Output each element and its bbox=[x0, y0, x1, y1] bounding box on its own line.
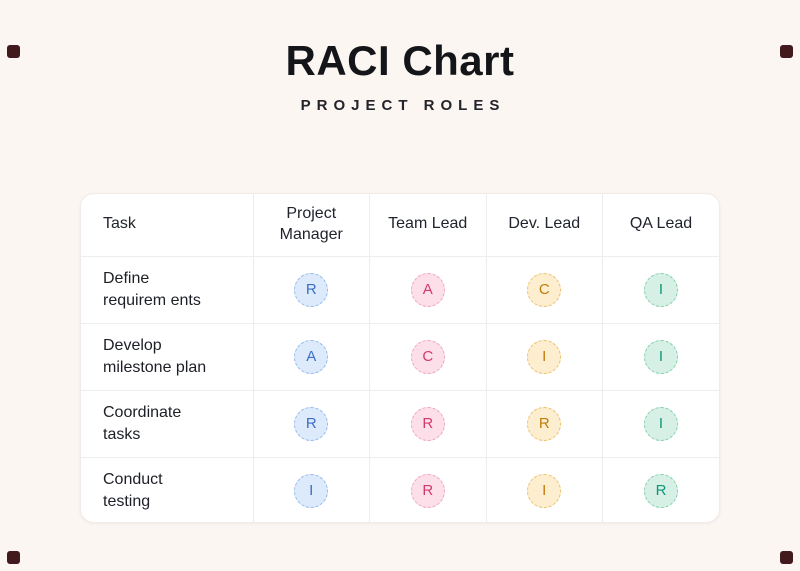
raci-cell: R bbox=[486, 390, 603, 458]
raci-badge: C bbox=[527, 272, 562, 307]
corner-mark-bottom-left bbox=[7, 551, 20, 564]
raci-cell: R bbox=[253, 390, 370, 458]
raci-cell: A bbox=[369, 256, 487, 324]
raci-badge: I bbox=[644, 406, 678, 441]
raci-badge: I bbox=[527, 339, 562, 374]
raci-cell: I bbox=[602, 390, 719, 458]
raci-cell: R bbox=[369, 457, 487, 522]
raci-table-card: Task Project Manager Team Lead Dev. Lead… bbox=[80, 193, 720, 523]
raci-badge: A bbox=[410, 272, 445, 307]
raci-badge: I bbox=[644, 272, 678, 307]
raci-badge: R bbox=[527, 406, 562, 441]
raci-cell: A bbox=[253, 323, 370, 391]
raci-cell: R bbox=[603, 457, 720, 522]
raci-table: Task Project Manager Team Lead Dev. Lead… bbox=[81, 194, 720, 522]
table-row: Define requirem ents R A C I bbox=[81, 256, 719, 324]
raci-badge: I bbox=[644, 339, 678, 374]
header-row: Task Project Manager Team Lead Dev. Lead… bbox=[81, 194, 719, 257]
table-row: Coordinate tasks R R R I bbox=[81, 390, 719, 458]
table-body: Define requirem ents R A C I Develop mil… bbox=[81, 256, 720, 522]
raci-badge: R bbox=[410, 406, 445, 441]
task-cell: Conduct testing bbox=[81, 457, 254, 522]
table-row: Conduct testing I R I R bbox=[81, 457, 720, 522]
table-row: Develop milestone plan A C I I bbox=[81, 323, 719, 391]
raci-cell: I bbox=[602, 256, 719, 324]
column-header-task: Task bbox=[81, 194, 254, 257]
raci-cell: R bbox=[253, 256, 370, 324]
raci-badge: R bbox=[294, 272, 329, 307]
table-header: Task Project Manager Team Lead Dev. Lead… bbox=[81, 194, 719, 257]
column-header-team-lead: Team Lead bbox=[369, 194, 487, 257]
task-cell: Coordinate tasks bbox=[81, 390, 254, 458]
raci-badge: R bbox=[294, 406, 329, 441]
column-header-project-manager: Project Manager bbox=[253, 194, 370, 257]
raci-cell: C bbox=[486, 256, 603, 324]
raci-cell: I bbox=[486, 457, 603, 522]
raci-cell: I bbox=[253, 457, 370, 522]
column-header-qa-lead: QA Lead bbox=[602, 194, 719, 257]
task-cell: Define requirem ents bbox=[81, 256, 254, 324]
raci-badge: R bbox=[410, 473, 445, 508]
page-title: RACI Chart bbox=[285, 37, 515, 84]
raci-cell: I bbox=[602, 323, 719, 391]
raci-cell: I bbox=[486, 323, 603, 391]
column-header-dev-lead: Dev. Lead bbox=[486, 194, 603, 257]
raci-badge: I bbox=[294, 473, 329, 508]
raci-badge: C bbox=[410, 339, 445, 374]
raci-badge: A bbox=[294, 339, 329, 374]
corner-mark-bottom-right bbox=[780, 551, 793, 564]
raci-cell: C bbox=[369, 323, 487, 391]
raci-cell: R bbox=[369, 390, 487, 458]
raci-badge: R bbox=[644, 473, 678, 508]
raci-badge: I bbox=[527, 473, 562, 508]
page-subtitle: PROJECT ROLES bbox=[300, 97, 506, 115]
corner-mark-top-left bbox=[7, 45, 20, 58]
corner-mark-top-right bbox=[780, 45, 793, 58]
task-cell: Develop milestone plan bbox=[81, 323, 254, 391]
